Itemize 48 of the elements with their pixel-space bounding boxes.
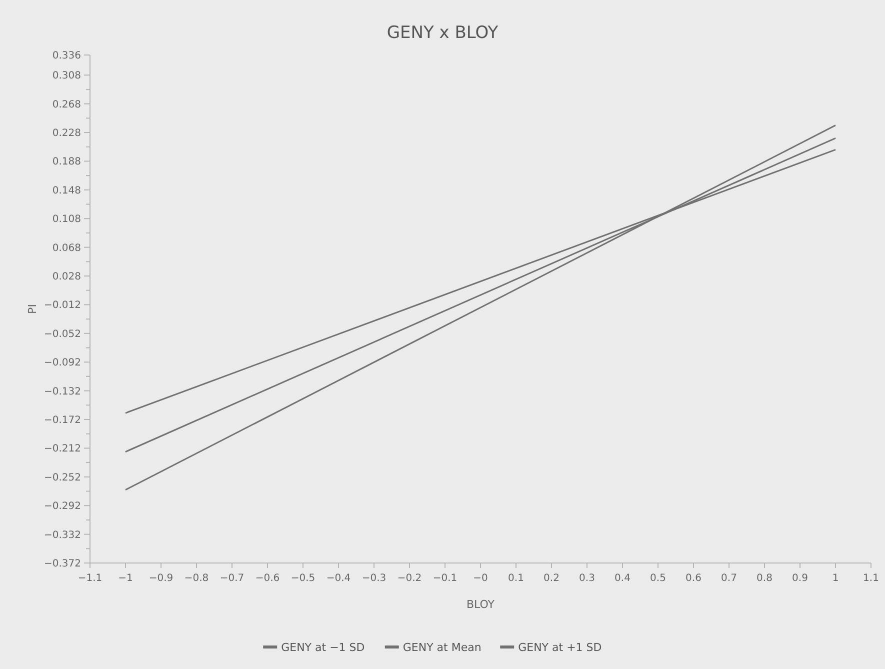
x-tick-label: 1.1 xyxy=(863,573,879,584)
y-tick-label: −0.092 xyxy=(44,358,81,369)
y-tick-label: −0.052 xyxy=(44,328,81,340)
y-axis-title: PI xyxy=(26,304,39,314)
x-tick-label: −0.4 xyxy=(326,573,351,584)
legend-label: GENY at −1 SD xyxy=(281,640,365,654)
x-tick-label: −0.2 xyxy=(397,573,422,584)
x-tick-label: −1.1 xyxy=(78,573,102,584)
x-tick-label: −0.7 xyxy=(220,573,244,584)
chart-title: GENY x BLOY xyxy=(386,23,499,43)
y-tick-label: 0.108 xyxy=(52,214,81,226)
x-tick-label: −1 xyxy=(118,573,133,584)
x-tick-label: −0.5 xyxy=(290,573,316,584)
y-tick-label: 0.068 xyxy=(52,242,81,254)
y-tick-label: −0.132 xyxy=(44,386,81,398)
y-tick-label: −0.012 xyxy=(44,300,81,312)
y-tick-label: −0.332 xyxy=(44,530,81,541)
y-tick-label: −0.372 xyxy=(44,558,81,570)
legend-label: GENY at Mean xyxy=(402,640,482,654)
y-tick-label: −0.172 xyxy=(44,414,81,426)
x-tick-label: 0.3 xyxy=(579,573,595,584)
y-tick-label: −0.252 xyxy=(44,472,81,484)
x-tick-label: 0.6 xyxy=(686,573,702,584)
y-tick-label: 0.268 xyxy=(52,99,81,110)
x-tick-label: 0.2 xyxy=(544,573,560,584)
x-tick-label: −0.6 xyxy=(255,573,280,584)
x-tick-label: −0.1 xyxy=(432,573,458,584)
y-tick-label: 0.308 xyxy=(52,70,81,82)
x-tick-label: 0.7 xyxy=(721,573,737,584)
x-tick-label: 0.1 xyxy=(508,573,524,584)
y-tick-label: −0.292 xyxy=(44,501,81,512)
x-axis-title: BLOY xyxy=(466,598,495,611)
y-tick-label: −0.212 xyxy=(44,444,81,455)
y-tick-label: 0.188 xyxy=(52,156,81,168)
y-tick-label: 0.148 xyxy=(52,185,81,196)
x-tick-label: 0.9 xyxy=(792,573,808,584)
y-tick-label: 0.336 xyxy=(52,50,81,62)
legend-label: GENY at +1 SD xyxy=(518,640,602,654)
x-tick-label: 0.8 xyxy=(756,573,772,584)
x-tick-label: −0.8 xyxy=(184,573,209,584)
x-tick-label: 1 xyxy=(832,573,839,584)
x-tick-label: 0.4 xyxy=(614,573,630,584)
x-tick-label: 0.5 xyxy=(650,573,666,584)
y-tick-label: 0.028 xyxy=(52,271,81,282)
y-tick-label: 0.228 xyxy=(52,128,81,139)
x-tick-label: −0 xyxy=(473,573,488,584)
x-tick-label: −0.3 xyxy=(362,573,386,584)
x-tick-label: −0.9 xyxy=(148,573,174,584)
